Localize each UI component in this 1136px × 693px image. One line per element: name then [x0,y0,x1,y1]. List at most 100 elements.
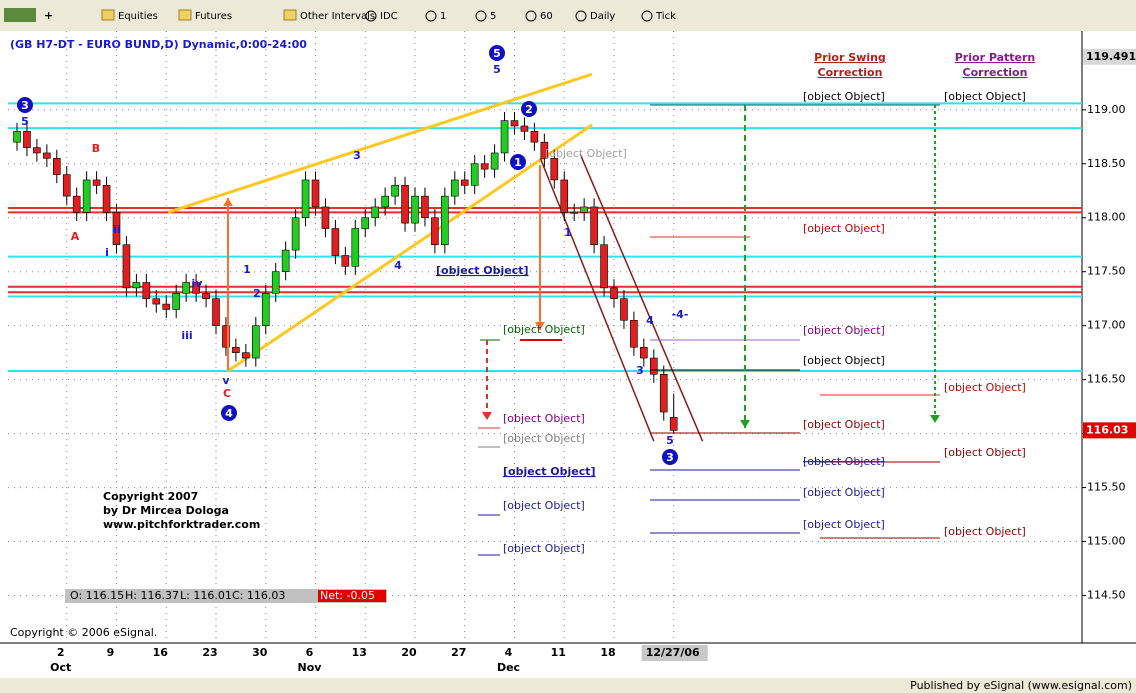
x-tick-label: 16 [153,646,169,659]
annotation: [object Object] [944,525,1026,538]
annotation: [object Object] [803,418,885,431]
wave-label: 1 [514,156,522,169]
wave-label: 3 [353,149,361,162]
candle-body [361,217,370,229]
wave-label: 3 [666,451,674,464]
x-tick-label: 20 [401,646,417,659]
wave-label: 4 [646,314,654,327]
candle-body [620,298,628,321]
candle-body [43,152,51,159]
annotation: [object Object] [803,222,885,235]
wave-circle [221,405,237,421]
wave-label: 2 [525,103,533,116]
candle-body [311,179,320,208]
interval-icon [641,10,653,22]
candle-body [271,271,280,294]
candle-body [301,179,310,219]
source: Copyright © 2006 eSignal. [10,626,157,639]
y-tick-label: 116.50 [1087,373,1126,386]
toolbar-item[interactable]: Other Intervals [300,11,375,22]
wave-circle [17,97,33,113]
chart-title: (GB H7-DT - EURO BUND,D) Dynamic,0:00-24… [10,38,307,51]
candle-body [371,206,380,219]
x-tick-label: 4 [505,646,513,659]
y-tick-label: 119.00 [1087,103,1126,116]
interval-icon [475,10,487,22]
date-highlight [641,645,708,661]
annotation: [object Object] [436,264,529,277]
candle-body [421,195,429,219]
candle-body [102,185,111,213]
y-tick-label: 115.00 [1087,535,1126,548]
x-tick-label: 2 [57,646,65,659]
toolbar-item[interactable]: IDC [380,11,398,22]
wave-label: -4- [672,308,689,321]
candle-body [13,131,21,143]
footer: Published by eSignal (www.esignal.com) [910,679,1132,692]
month-label: Nov [298,661,323,674]
toolbar-item[interactable]: Futures [195,11,232,22]
heading: Correction [818,66,883,79]
x-tick-label: 27 [451,646,466,659]
candle-body [23,131,31,148]
candle-body [321,206,330,229]
candle-body [530,131,539,143]
candle-body [401,185,409,224]
y-tick-label: 117.00 [1087,319,1126,332]
candle-body [261,292,270,326]
candle-body [33,147,41,154]
candle-body [222,325,230,348]
candle-body [232,346,240,353]
annotation: [object Object] [503,432,585,445]
x-tick-label: 30 [252,646,268,659]
candle-body [331,228,340,256]
candle-body [212,298,220,326]
price-box-label: 119.491 [1086,50,1136,63]
candle-body [162,303,171,310]
folder-icon [178,9,192,21]
candle-body [252,325,260,359]
candle-body [192,282,200,294]
annotation: [object Object] [503,323,585,336]
annotation: [object Object] [944,446,1026,459]
toolbar-item[interactable]: 5 [490,11,496,22]
annotation: [object Object] [503,499,585,512]
candle-body [172,292,180,310]
toolbar-item[interactable]: Equities [118,11,158,22]
wave-label: A [71,230,80,243]
candle-body [659,373,668,413]
x-tick-label: 11 [551,646,566,659]
annotation: [object Object] [803,90,885,103]
candle-body [142,282,151,299]
price-box [1083,422,1136,439]
candle-body [649,357,658,375]
toolbar-item[interactable]: Daily [590,11,615,22]
y-tick-label: 117.50 [1087,265,1126,278]
wave-label: 5 [666,434,674,447]
toolbar [0,0,1136,31]
x-axis-area [0,643,1136,678]
annotation: [object Object] [803,324,885,337]
candle-body [610,287,618,299]
toolbar-item[interactable]: 1 [440,11,446,22]
net-box [318,590,386,602]
candle-body [152,298,161,305]
candle-body [62,174,71,197]
annotation: [object Object] [944,90,1026,103]
interval-icon [575,10,587,22]
x-tick-label: 18 [600,646,615,659]
candle-body [202,292,210,299]
candle-body [132,282,141,289]
candle-body [122,244,131,289]
wave-label: 4 [394,259,402,272]
wave-label: 1 [564,226,572,239]
candle-body [52,158,61,175]
y-tick-label: 118.00 [1087,211,1126,224]
month-label: Oct [50,661,71,674]
toolbar-item[interactable]: 60 [540,11,553,22]
wave-label: i [105,246,109,259]
toolbar-item[interactable]: Tick [655,11,676,22]
arrow-head [740,420,750,428]
heading: Prior Swing [814,51,886,64]
